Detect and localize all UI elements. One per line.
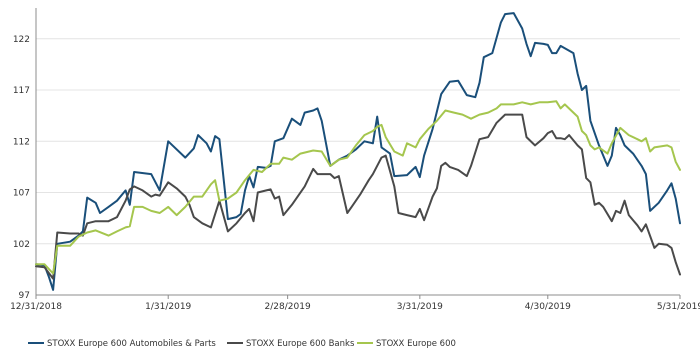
series-lines	[35, 12, 681, 291]
legend-label: STOXX Europe 600 Banks	[246, 339, 355, 349]
x-tick-label: 2/28/2019	[265, 302, 311, 312]
x-tick-label: 1/31/2019	[145, 302, 191, 312]
series-line-1	[35, 113, 681, 280]
gridlines	[36, 38, 680, 245]
series-line-0	[35, 12, 681, 291]
y-tick-label: 97	[19, 291, 30, 301]
y-tick-label: 107	[13, 189, 30, 199]
x-tick-label: 5/31/2019	[657, 302, 700, 312]
y-tick-label: 117	[13, 86, 30, 96]
x-tick-label: 12/31/2018	[10, 302, 62, 312]
legend-label: STOXX Europe 600 Automobiles & Parts	[47, 339, 216, 349]
series-line-2	[35, 100, 681, 275]
x-tick-label: 4/30/2019	[525, 302, 571, 312]
x-tick-label: 3/31/2019	[397, 302, 443, 312]
y-tick-label: 102	[13, 240, 30, 250]
legend: STOXX Europe 600 Automobiles & Parts STOX…	[28, 339, 456, 349]
y-tick-label: 122	[13, 35, 30, 45]
legend-label: STOXX Europe 600	[376, 339, 456, 349]
axes: 97 102 107 112 117 122 12/31/2018 1/31/2019 2/28…	[10, 8, 700, 312]
y-tick-label: 112	[13, 137, 30, 147]
